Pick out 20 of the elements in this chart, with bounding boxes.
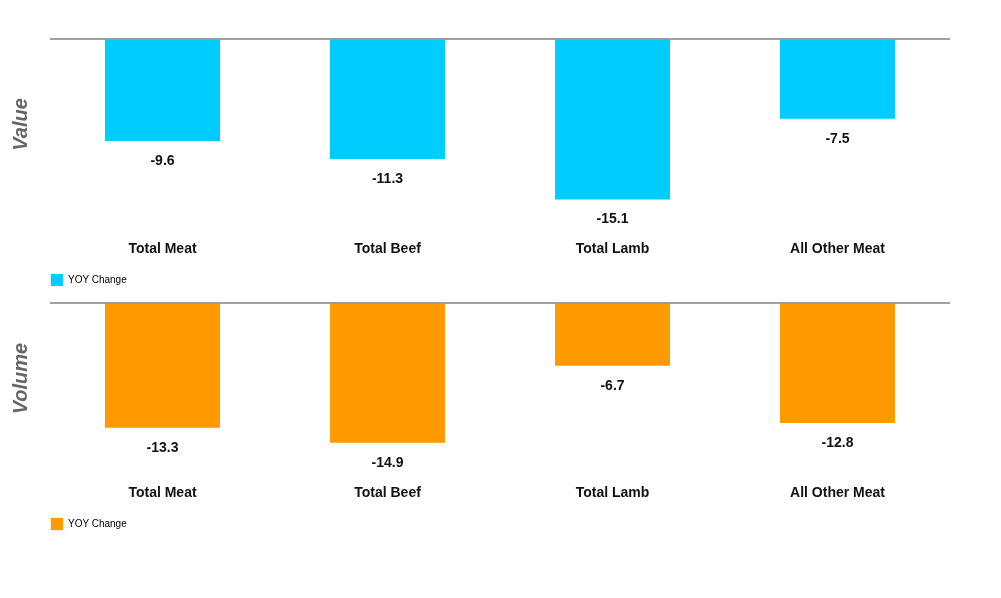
x-tick-label: Total Beef	[354, 239, 422, 256]
y-axis-title: Value	[8, 98, 31, 151]
x-tick-label: All Other Meat	[790, 483, 886, 500]
x-tick-label: Total Meat	[128, 239, 197, 256]
legend-label: YOY Change	[68, 518, 128, 529]
x-tick-label: Total Lamb	[575, 239, 650, 256]
data-label: -12.8	[821, 434, 854, 450]
y-axis-title: Volume	[8, 342, 31, 415]
data-label: -15.1	[596, 210, 629, 227]
data-label: -9.6	[150, 152, 175, 168]
data-label: -13.3	[146, 438, 179, 455]
data-label: -6.7	[600, 376, 625, 393]
x-tick-label: Total Beef	[354, 483, 422, 500]
data-label: -11.3	[371, 170, 404, 187]
x-tick-label: Total Meat	[128, 483, 197, 500]
x-tick-label: All Other Meat	[790, 239, 886, 256]
x-tick-label: Total Lamb	[575, 483, 650, 500]
legend-label: YOY Change	[68, 274, 128, 285]
data-label: -14.9	[371, 453, 404, 470]
data-label: -7.5	[825, 129, 850, 146]
